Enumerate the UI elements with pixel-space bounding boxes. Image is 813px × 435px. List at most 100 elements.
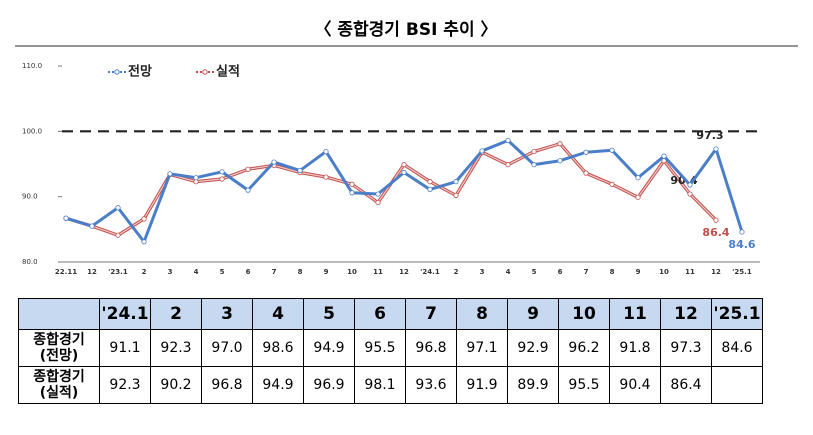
- point: [635, 194, 641, 200]
- point: [557, 158, 563, 164]
- cell: 96.2: [558, 329, 610, 367]
- point: [531, 162, 537, 168]
- point: [713, 217, 719, 223]
- corner-cell: [18, 298, 100, 330]
- x-tick-label: 8: [298, 268, 303, 276]
- cell: 92.9: [507, 329, 559, 367]
- x-tick-label: 6: [246, 268, 251, 276]
- x-tick-label: 12: [711, 268, 721, 276]
- point: [609, 147, 615, 153]
- point: [687, 191, 693, 197]
- cell: 96.8: [201, 366, 253, 404]
- data-row: 종합경기 (전망) 91.1 92.3 97.0 98.6 94.9 95.5 96.8 97.1…: [18, 329, 763, 367]
- column-header: 7: [405, 298, 457, 330]
- point: [167, 171, 173, 177]
- x-tick-label: 6: [558, 268, 563, 276]
- point: [505, 137, 511, 144]
- x-tick-label: '24.1: [420, 268, 440, 276]
- row-label: 종합경기 (실적): [18, 366, 100, 404]
- cell: 84.6: [711, 329, 763, 367]
- column-header: 11: [609, 298, 661, 330]
- x-tick-label: 12: [87, 268, 97, 276]
- column-header: 6: [354, 298, 406, 330]
- column-header: 4: [252, 298, 304, 330]
- x-tick-label: 12: [399, 268, 409, 276]
- x-tick-label: 7: [584, 268, 589, 276]
- y-tick-label: 80.0: [22, 258, 38, 266]
- point: [505, 162, 511, 168]
- column-header: '24.1: [99, 298, 151, 330]
- point: [245, 187, 251, 193]
- x-tick-label: 22.11: [55, 268, 77, 276]
- cell: 97.0: [201, 329, 253, 367]
- cell: 95.5: [354, 329, 406, 367]
- cell: 91.9: [456, 366, 508, 404]
- column-header: 10: [558, 298, 610, 330]
- column-header: 12: [660, 298, 712, 330]
- x-tick-label: 11: [685, 268, 695, 276]
- x-tick-label: 2: [142, 268, 147, 276]
- cell: 98.6: [252, 329, 304, 367]
- column-header: 3: [201, 298, 253, 330]
- cell: 95.5: [558, 366, 610, 404]
- x-tick-label: 9: [636, 268, 641, 276]
- data-label: 84.6: [728, 238, 755, 251]
- data-label: 86.4: [702, 226, 729, 239]
- point: [271, 159, 277, 165]
- point: [713, 146, 719, 152]
- x-tick-label: 4: [194, 268, 199, 276]
- x-tick-label: 7: [272, 268, 277, 276]
- cell: 90.4: [609, 366, 661, 404]
- legend-label: 실적: [216, 64, 240, 80]
- cell: 90.2: [150, 366, 202, 404]
- point: [323, 174, 329, 180]
- point: [401, 162, 407, 168]
- cell: 91.8: [609, 329, 661, 367]
- point: [453, 179, 459, 185]
- column-header: 2: [150, 298, 202, 330]
- row-label-line: (실적): [39, 385, 79, 401]
- chart: 〈 종합경기 BSI 추이 〉 80.0 90.0 100.0 110.0 22.11 1…: [15, 19, 798, 276]
- cell: [711, 366, 763, 404]
- row-label: 종합경기 (전망): [18, 329, 100, 367]
- legend-label: 전망: [128, 64, 152, 80]
- cell: 97.1: [456, 329, 508, 367]
- point: [661, 153, 667, 159]
- x-tick-label: 5: [532, 268, 537, 276]
- cell: 96.9: [303, 366, 355, 404]
- point: [583, 149, 589, 155]
- column-header: '25.1: [711, 298, 763, 330]
- point: [115, 232, 121, 238]
- point: [219, 169, 225, 175]
- cell: 92.3: [99, 366, 151, 404]
- x-tick-label: 11: [373, 268, 383, 276]
- point: [531, 148, 537, 155]
- point: [557, 141, 563, 147]
- cell: 94.9: [303, 329, 355, 367]
- x-tick-label: 10: [659, 268, 669, 276]
- x-tick-label: 2: [454, 268, 459, 276]
- data-table: '24.1 2 3 4 5 6 7 8 9 10 11 12'25.1 종합경기 (전망) 91.1 92.3…: [18, 298, 763, 404]
- point: [687, 182, 693, 188]
- point: [739, 229, 745, 235]
- cell: 94.9: [252, 366, 304, 404]
- cell: 86.4: [660, 366, 712, 404]
- x-tick-label: 9: [324, 268, 329, 276]
- y-tick-label: 110.0: [22, 62, 42, 70]
- point: [635, 175, 641, 181]
- point: [63, 215, 69, 221]
- cell: 93.6: [405, 366, 457, 404]
- row-label-line: (전망): [39, 348, 79, 364]
- column-header: 5: [303, 298, 355, 330]
- cell: 98.1: [354, 366, 406, 404]
- x-tick-label: 3: [480, 268, 485, 276]
- x-tick-label: 5: [220, 268, 225, 276]
- point: [427, 186, 433, 193]
- cell: 89.9: [507, 366, 559, 404]
- point: [219, 176, 225, 182]
- x-tick-label: 8: [610, 268, 615, 276]
- point: [141, 216, 147, 222]
- point: [141, 239, 147, 245]
- point: [89, 223, 95, 229]
